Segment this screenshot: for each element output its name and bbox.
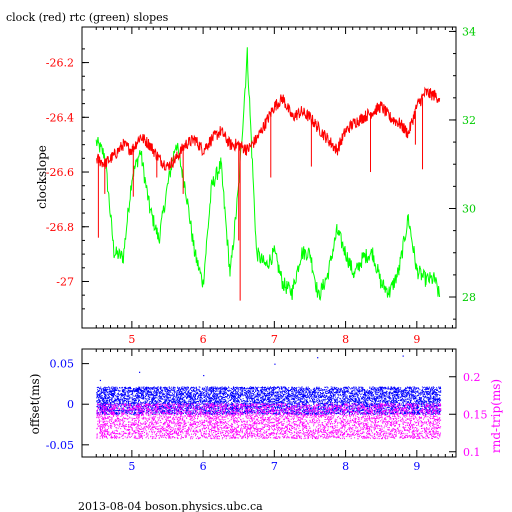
bottom-x-tick-label: 6 — [200, 460, 207, 473]
bottom-y-tick-label: -0.05 — [46, 439, 74, 452]
top-x-tick-label: 9 — [413, 333, 420, 346]
bottom-ylabel-left: offset(ms) — [28, 374, 42, 435]
offset-outlier-point — [317, 357, 319, 359]
offset-outlier-point — [203, 374, 205, 377]
bottom-y-right-tick-label: 0.1 — [463, 446, 481, 459]
top-x-tick-label: 7 — [271, 333, 278, 346]
top-y-tick-label: -26.4 — [46, 111, 74, 124]
bottom-y-right-tick-label: 0.15 — [463, 408, 488, 421]
bottom-y-right-tick-label: 0.2 — [463, 371, 481, 384]
bottom-x-tick-label: 8 — [342, 460, 349, 473]
bottom-y-tick-label: 0.05 — [50, 358, 75, 371]
top-y-tick-label: -26.8 — [46, 221, 74, 234]
bottom-x-tick-label: 9 — [413, 460, 420, 473]
clock-series-line — [96, 86, 441, 171]
top-y-right-tick-label: 28 — [462, 291, 476, 304]
bottom-plot-frame — [81, 348, 457, 458]
bottom-ylabel-right: rnd-trip(ms) — [489, 379, 503, 453]
rndtrip-scatter-points — [96, 403, 442, 440]
top-y-tick-label: -26.6 — [46, 166, 74, 179]
top-x-tick-label: 6 — [200, 333, 207, 346]
top-ylabel: clockslope — [35, 145, 49, 209]
bottom-x-tick-label: 5 — [128, 460, 135, 473]
top-x-tick-label: 8 — [342, 333, 349, 346]
offset-outlier-point — [99, 379, 102, 382]
top-chart-panel: 5 6 7 8 9 -26.2 -26.4 -26.6 -26.8 -27 34 32 30 28 — [46, 25, 476, 346]
top-plot-frame — [81, 26, 457, 329]
footer-caption: 2013-08-04 boson.physics.ubc.ca — [78, 500, 263, 512]
chart-title: clock (red) rtc (green) slopes — [6, 11, 169, 24]
top-x-tick-label: 5 — [128, 333, 135, 346]
top-y-right-tick-label: 32 — [462, 114, 476, 127]
offset-scatter-points — [96, 386, 442, 415]
top-y-tick-label: -26.2 — [46, 57, 74, 70]
bottom-chart-panel: 5 6 7 8 9 0.05 0 -0.05 0.2 0.15 0.1 — [46, 348, 488, 473]
top-y-tick-label: -27 — [56, 275, 74, 288]
bottom-x-tick-label: 7 — [271, 460, 278, 473]
top-y-right-tick-label: 34 — [462, 25, 476, 38]
top-y-right-tick-label: 30 — [462, 202, 476, 215]
bottom-y-tick-label: 0 — [67, 398, 74, 411]
offset-outlier-point — [402, 355, 404, 357]
offset-outlier-point — [274, 363, 276, 365]
offset-outlier-point — [138, 371, 141, 373]
rtc-series-line — [95, 47, 441, 301]
